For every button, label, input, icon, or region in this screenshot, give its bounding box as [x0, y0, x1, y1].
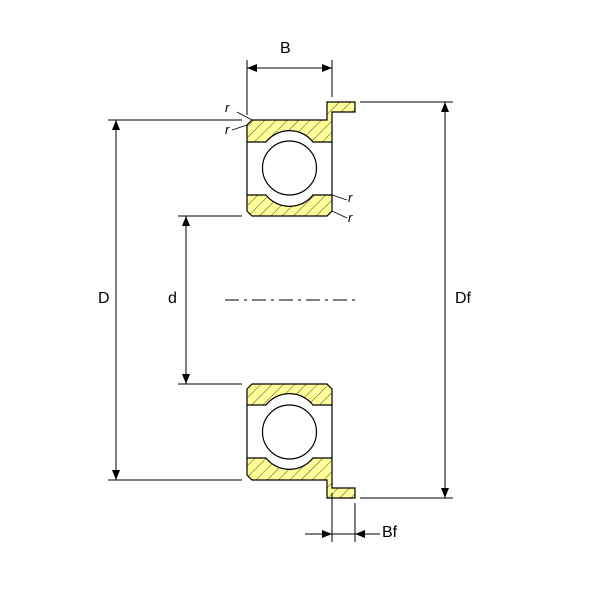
label-r2: r — [225, 122, 229, 137]
label-r3: r — [348, 190, 352, 205]
label-D: D — [98, 290, 110, 308]
label-r4: r — [348, 210, 352, 225]
bearing-diagram: B D d Df Bf r r r r — [0, 0, 600, 600]
label-B: B — [280, 40, 291, 58]
label-Df: Df — [455, 290, 471, 308]
diagram-svg — [0, 0, 600, 600]
ball-bottom — [263, 405, 317, 459]
ball-top — [263, 141, 317, 195]
label-Bf: Bf — [382, 524, 397, 542]
label-d: d — [168, 290, 177, 308]
label-r1: r — [225, 100, 229, 115]
